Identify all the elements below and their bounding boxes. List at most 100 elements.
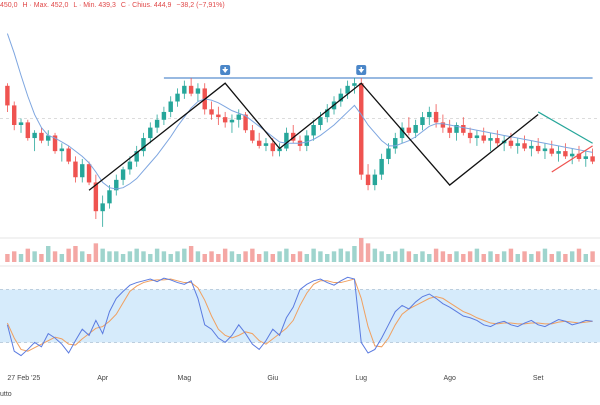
- candle-body: [495, 138, 500, 144]
- volume-bar: [365, 243, 371, 262]
- volume-bar: [11, 251, 17, 262]
- volume-bar: [433, 248, 439, 262]
- volume-bar: [461, 254, 466, 262]
- volume-bar: [379, 251, 384, 262]
- candle-body: [263, 143, 269, 146]
- volume-bar: [5, 254, 10, 262]
- volume-bar: [66, 248, 71, 262]
- volume-bar: [229, 251, 235, 262]
- volume-bar: [284, 248, 289, 262]
- candle-body: [542, 148, 548, 152]
- volume-bar: [141, 251, 146, 262]
- volume-bar: [236, 254, 241, 262]
- volume-bar: [297, 251, 303, 262]
- ohlc-open: 450,0: [0, 2, 18, 9]
- candle-body: [563, 151, 568, 157]
- volume-bar: [447, 254, 452, 262]
- candle-body: [141, 138, 146, 152]
- candle-body: [216, 114, 221, 118]
- volume-bar: [120, 254, 126, 262]
- candle-body: [25, 122, 31, 139]
- volume-bar: [331, 251, 337, 262]
- volume-bar: [359, 238, 364, 262]
- candle-body: [236, 114, 241, 120]
- volume-bar: [290, 254, 296, 262]
- volume-bar: [556, 251, 561, 262]
- candle-body: [454, 125, 459, 133]
- volume-bar: [195, 251, 201, 262]
- volume-bar: [372, 248, 378, 262]
- candle-body: [440, 122, 446, 128]
- volume-bar: [243, 251, 248, 262]
- candle-body: [399, 127, 405, 139]
- candle-body: [284, 132, 289, 149]
- candle-body: [5, 85, 10, 106]
- volume-bar: [277, 251, 282, 262]
- candle-body: [447, 127, 452, 133]
- triangle-lower-line: [551, 145, 593, 173]
- volume-bar: [25, 248, 31, 262]
- volume-bar: [590, 251, 595, 262]
- volume-bar: [154, 248, 160, 262]
- ohlc-header: 450,0 H · Max. 452,0 L · Min. 439,3 C · …: [0, 2, 228, 9]
- candle-body: [154, 119, 160, 128]
- volume-bar: [52, 251, 58, 262]
- candle-body: [338, 93, 344, 102]
- candle-body: [406, 127, 412, 133]
- x-axis-tick-label: Ago: [443, 375, 456, 382]
- candle-body: [461, 125, 466, 133]
- volume-bar: [250, 248, 255, 262]
- x-axis-tick-label: Mag: [178, 375, 192, 382]
- candle-body: [372, 174, 378, 186]
- volume-bar: [467, 251, 473, 262]
- volume-bar: [107, 251, 112, 262]
- candle-body: [304, 135, 310, 146]
- candle-body: [243, 114, 248, 131]
- candle-body: [386, 148, 391, 159]
- down-arrow-icon: [222, 68, 229, 73]
- volume-bar: [325, 254, 330, 262]
- moving-average-line: [6, 33, 593, 190]
- volume-bar: [222, 248, 228, 262]
- candle-body: [107, 190, 112, 204]
- candle-body: [393, 138, 398, 149]
- candle-body: [86, 164, 92, 183]
- volume-bar: [175, 251, 180, 262]
- volume-bar: [46, 246, 51, 262]
- candle-body: [100, 203, 105, 212]
- volume-bar: [127, 251, 133, 262]
- candle-body: [39, 132, 44, 141]
- candle-body: [52, 135, 58, 152]
- candle-body: [59, 148, 65, 152]
- candle-body: [93, 182, 99, 212]
- triangle-upper-line: [537, 111, 593, 144]
- candle-body: [188, 85, 194, 94]
- volume-bar: [263, 251, 269, 262]
- volume-bar: [522, 251, 527, 262]
- candle-body: [325, 109, 330, 118]
- volume-bar: [134, 248, 139, 262]
- volume-bar: [161, 251, 167, 262]
- volume-bar: [488, 251, 493, 262]
- ohlc-low: L · Min. 439,3: [73, 2, 116, 9]
- volume-bar: [318, 251, 323, 262]
- volume-bar: [420, 251, 425, 262]
- x-axis-tick-label: 27 Feb '25: [7, 375, 40, 382]
- stochastic-band: [0, 289, 600, 343]
- candle-body: [168, 101, 173, 112]
- x-axis-tick-label: Lug: [355, 375, 367, 382]
- volume-bar: [80, 251, 85, 262]
- down-arrow-icon: [358, 68, 365, 73]
- volume-bar: [501, 251, 507, 262]
- candle-body: [250, 130, 255, 141]
- candle-body: [569, 153, 575, 157]
- candle-body: [549, 148, 554, 154]
- stochastic-k-line: [6, 276, 593, 357]
- volume-bar: [352, 246, 357, 262]
- candle-body: [222, 117, 228, 123]
- candle-body: [256, 140, 262, 146]
- volume-bar: [508, 248, 514, 262]
- candle-body: [522, 143, 527, 149]
- ohlc-change: −38,2 (−7,91%): [176, 2, 225, 9]
